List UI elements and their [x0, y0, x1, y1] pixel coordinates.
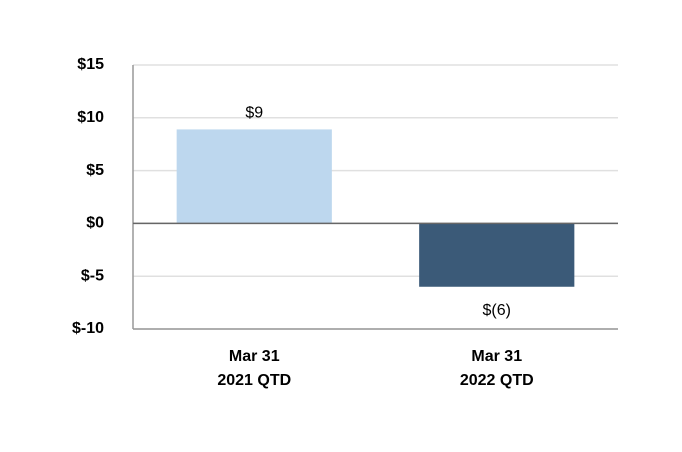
y-tick-label: $0 [86, 215, 104, 232]
x-tick-label: Mar 31 2021 QTD [217, 348, 292, 389]
value-label: $9 [245, 105, 263, 122]
x-tick-label: Mar 31 2022 QTD [459, 348, 534, 389]
value-label: $(6) [483, 302, 511, 319]
y-tick-label: $-10 [72, 320, 104, 337]
bar [176, 129, 332, 224]
y-tick-label: $15 [77, 56, 104, 73]
y-tick-label: $-5 [81, 267, 104, 284]
bar [419, 223, 575, 287]
y-tick-label: $5 [86, 162, 104, 179]
y-tick-label: $10 [77, 109, 104, 126]
